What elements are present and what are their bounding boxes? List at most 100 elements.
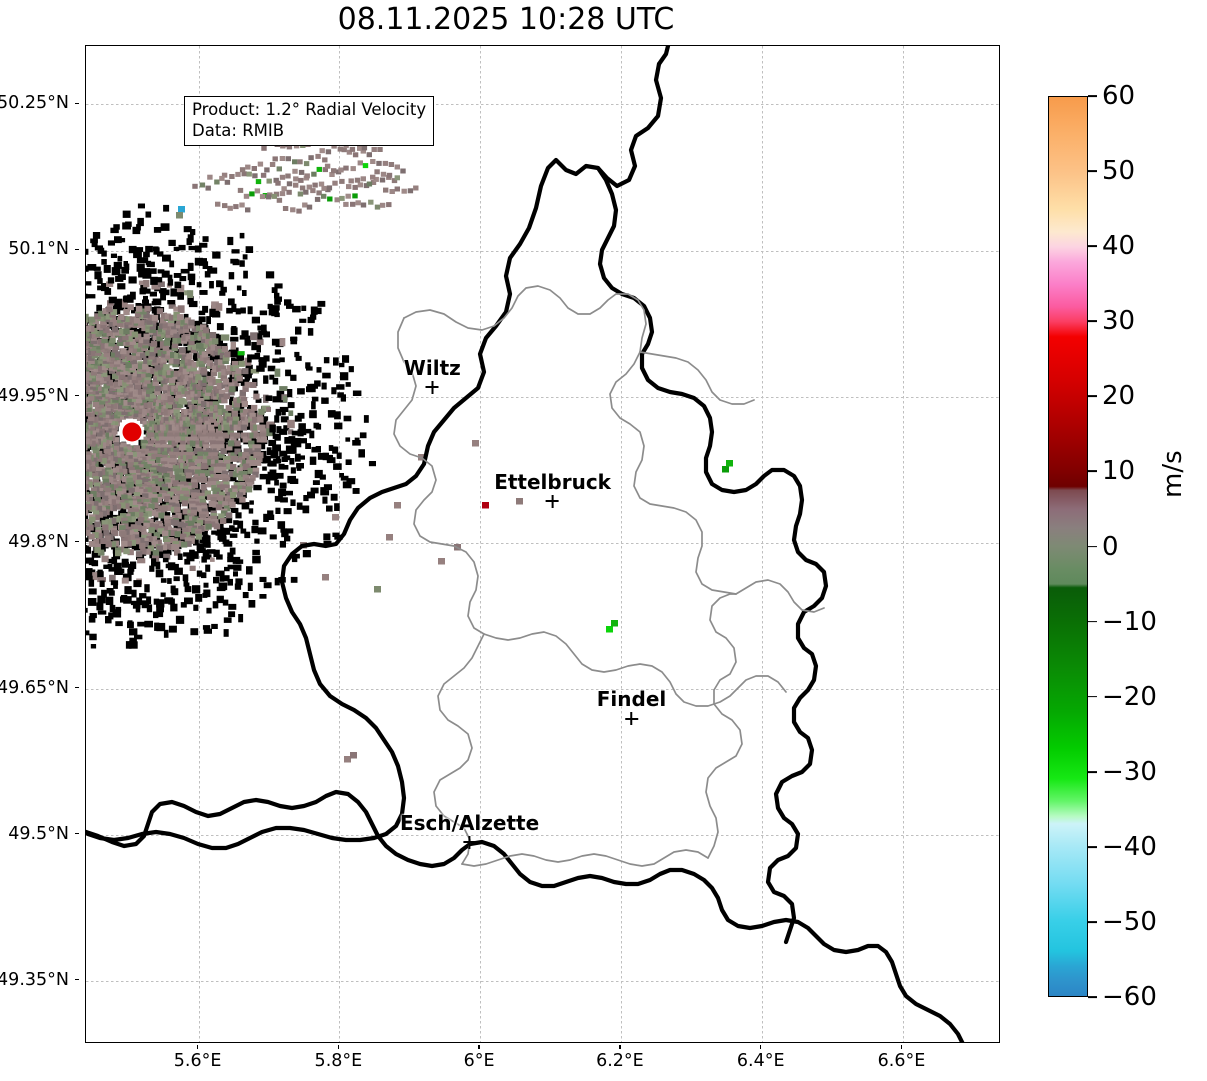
gridline-horizontal-4 [86, 688, 999, 690]
x-axis-tick-label-5: 6.6°E [877, 1051, 926, 1071]
radar-site-marker[interactable] [122, 422, 142, 442]
city-cross-marker-icon [425, 380, 439, 394]
y-axis-tick-mark-2 [75, 394, 79, 397]
city-label-esch-alzette: Esch/Alzette [400, 811, 539, 849]
x-axis-tick-label-4: 6.4°E [736, 1051, 785, 1071]
city-label-findel: Findel [596, 687, 667, 725]
x-axis-tick-mark-3 [619, 1045, 621, 1049]
y-axis-tick-mark-0 [75, 102, 79, 105]
colorbar-tick-mark-9 [1088, 770, 1097, 773]
y-axis-tick-label-1: 50.1°N [8, 239, 69, 260]
gridline-vertical-2 [480, 46, 482, 1042]
x-axis-tick-mark-4 [759, 1045, 762, 1049]
colorbar-tick-label-10: −40 [1102, 831, 1157, 862]
district-line-8 [735, 579, 825, 613]
colorbar-tick-label-2: 40 [1102, 231, 1136, 262]
y-axis-tick-mark-3 [75, 540, 79, 543]
y-axis-tick-label-2: 49.95°N [0, 385, 69, 406]
y-axis-tick-mark-6 [75, 979, 79, 981]
colorbar-tick-label-6: 0 [1102, 531, 1119, 562]
colorbar-tick-mark-8 [1088, 695, 1097, 698]
x-axis-ticks: 5.6°E 5.8°E 6°E 6.2°E 6.4°E 6.6°E [85, 1045, 1000, 1079]
x-axis-tick-label-3: 6.2°E [596, 1051, 644, 1071]
colorbar-tick-label-7: −10 [1102, 606, 1157, 637]
y-axis-tick-label-0: 50.25°N [0, 93, 69, 114]
gridline-horizontal-2 [86, 396, 999, 398]
colorbar-tick-label-12: −60 [1102, 982, 1157, 1012]
city-cross-marker-icon [463, 835, 477, 849]
colorbar-tick-mark-10 [1088, 845, 1097, 848]
district-line-5 [433, 633, 485, 865]
colorbar-tick-mark-0 [1088, 95, 1097, 97]
colorbar-tick-mark-11 [1088, 921, 1097, 923]
colorbar [1048, 96, 1088, 997]
product-info-box: Product: 1.2° Radial Velocity Data: RMIB [184, 96, 435, 147]
colorbar-tick-label-5: 10 [1102, 456, 1136, 487]
colorbar-gradient [1049, 97, 1087, 996]
y-axis-tick-mark-1 [75, 248, 79, 251]
district-line-1 [403, 285, 647, 353]
city-cross-marker-icon [546, 494, 560, 508]
y-axis-tick-label-4: 49.65°N [0, 677, 69, 698]
colorbar-tick-label-1: 50 [1102, 156, 1136, 187]
x-axis-tick-mark-5 [900, 1045, 903, 1049]
x-axis-tick-label-2: 6°E [463, 1051, 495, 1071]
district-boundary-layer [393, 285, 825, 867]
city-name-text: Findel [596, 687, 667, 711]
x-axis-tick-mark-1 [337, 1045, 340, 1049]
gridline-vertical-1 [339, 46, 341, 1042]
district-line-2 [393, 317, 485, 635]
gridline-vertical-4 [761, 46, 763, 1042]
national-border-east [595, 165, 829, 945]
y-axis-tick-label-5: 49.5°N [8, 823, 69, 844]
colorbar-tick-mark-2 [1088, 245, 1097, 248]
info-data-line: Data: RMIB [192, 120, 285, 140]
colorbar-tick-mark-7 [1088, 620, 1097, 623]
colorbar-tick-mark-3 [1088, 320, 1097, 323]
gridline-vertical-3 [620, 46, 622, 1042]
gridline-horizontal-5 [86, 834, 999, 836]
colorbar-axis-label: m/s [1158, 450, 1188, 498]
national-border-south [86, 789, 965, 1042]
radar-echo-layer [86, 137, 733, 763]
boundary-layer [86, 46, 965, 1042]
y-axis-ticks: 50.25°N 50.1°N 49.95°N 49.8°N 49.65°N 49.5°N 4… [0, 45, 80, 1043]
colorbar-tick-label-4: 20 [1102, 381, 1136, 412]
district-line-4 [483, 631, 787, 707]
border-north-segment [656, 46, 671, 67]
map-clip: Wiltz Ettelbruck Findel Esch/Alzette [86, 46, 999, 1042]
colorbar-tick-label-9: −30 [1102, 756, 1157, 787]
map-plot-area[interactable]: Wiltz Ettelbruck Findel Esch/Alzette Produc… [85, 45, 1000, 1043]
colorbar-ticks: 60 50 40 30 20 10 0 −10 −20 −30 −40 −50 −60 [1088, 81, 1198, 1012]
national-border-luxembourg [86, 61, 664, 851]
info-product-line: Product: 1.2° Radial Velocity [192, 100, 427, 119]
district-line-6 [461, 849, 709, 867]
y-axis-tick-label-3: 49.8°N [8, 531, 69, 552]
gridline-vertical-5 [902, 46, 904, 1042]
figure-title: 08.11.2025 10:28 UTC [337, 2, 675, 37]
gridline-horizontal-0 [86, 104, 999, 106]
city-name-text: Wiltz [403, 355, 461, 380]
gridline-horizontal-6 [86, 980, 999, 982]
colorbar-tick-mark-6 [1088, 545, 1097, 548]
colorbar-tick-label-11: −50 [1102, 906, 1157, 937]
colorbar-tick-label-0: 60 [1102, 81, 1136, 111]
district-line-9 [639, 351, 755, 405]
district-line-7 [705, 593, 743, 859]
colorbar-tick-label-3: 30 [1102, 306, 1136, 337]
city-name-text: Ettelbruck [494, 469, 611, 494]
y-axis-tick-mark-4 [75, 686, 79, 689]
x-axis-tick-label-1: 5.8°E [314, 1051, 363, 1071]
gridline-horizontal-1 [86, 250, 999, 252]
x-axis-tick-label-0: 5.6°E [173, 1051, 222, 1071]
colorbar-tick-mark-12 [1088, 996, 1097, 998]
district-line-3 [609, 351, 737, 595]
y-axis-tick-label-6: 49.35°N [0, 969, 69, 990]
colorbar-tick-mark-1 [1088, 170, 1097, 172]
city-name-text: Esch/Alzette [399, 810, 540, 835]
x-axis-tick-mark-0 [196, 1045, 199, 1049]
y-axis-tick-mark-5 [75, 832, 79, 835]
x-axis-tick-mark-2 [478, 1045, 480, 1049]
city-cross-marker-icon [625, 712, 638, 725]
